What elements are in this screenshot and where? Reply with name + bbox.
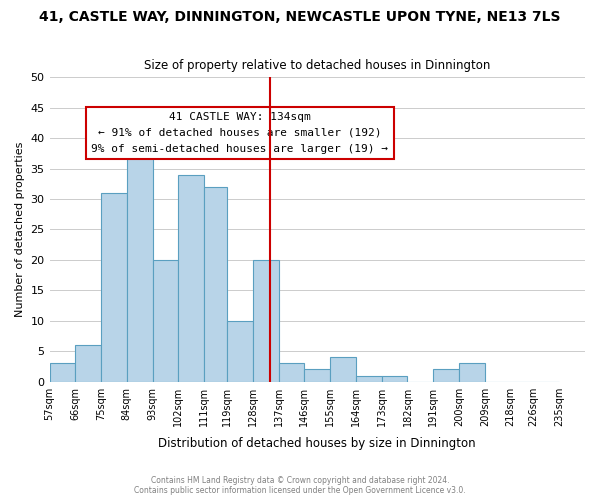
Bar [204,187,227,382]
Y-axis label: Number of detached properties: Number of detached properties [15,142,25,317]
Bar [227,321,253,382]
Bar [382,376,407,382]
Bar [330,358,356,382]
Bar [253,260,278,382]
Bar [178,174,204,382]
Bar [50,364,76,382]
Text: 41 CASTLE WAY: 134sqm
← 91% of detached houses are smaller (192)
9% of semi-deta: 41 CASTLE WAY: 134sqm ← 91% of detached … [91,112,388,154]
Title: Size of property relative to detached houses in Dinnington: Size of property relative to detached ho… [144,59,490,72]
X-axis label: Distribution of detached houses by size in Dinnington: Distribution of detached houses by size … [158,437,476,450]
Bar [76,345,101,382]
Text: 41, CASTLE WAY, DINNINGTON, NEWCASTLE UPON TYNE, NE13 7LS: 41, CASTLE WAY, DINNINGTON, NEWCASTLE UP… [39,10,561,24]
Text: Contains HM Land Registry data © Crown copyright and database right 2024.
Contai: Contains HM Land Registry data © Crown c… [134,476,466,495]
Bar [127,144,152,382]
Bar [433,370,459,382]
Bar [304,370,330,382]
Bar [356,376,382,382]
Bar [278,364,304,382]
Bar [152,260,178,382]
Bar [459,364,485,382]
Bar [101,193,127,382]
